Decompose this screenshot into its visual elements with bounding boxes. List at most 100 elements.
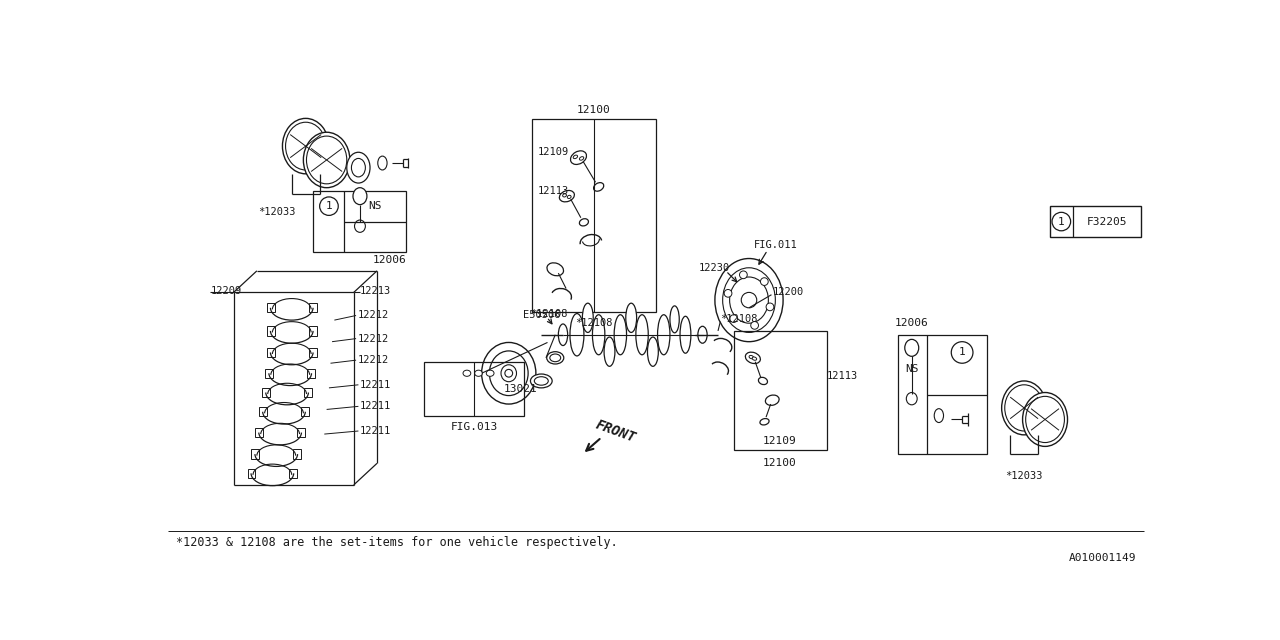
Bar (251, 449, 259, 459)
Ellipse shape (580, 219, 589, 226)
Ellipse shape (626, 303, 636, 332)
Text: FIG.011: FIG.011 (754, 239, 797, 250)
Ellipse shape (500, 365, 517, 381)
Bar (308, 326, 316, 335)
Ellipse shape (571, 151, 586, 164)
Ellipse shape (347, 152, 370, 183)
Ellipse shape (745, 352, 760, 364)
Ellipse shape (716, 259, 783, 342)
Text: 12209: 12209 (210, 286, 242, 296)
Ellipse shape (680, 316, 691, 353)
Bar (897, 335, 987, 454)
Bar (307, 369, 315, 378)
Ellipse shape (530, 374, 552, 388)
Text: 1: 1 (1059, 216, 1065, 227)
Ellipse shape (573, 155, 577, 159)
Ellipse shape (570, 314, 584, 356)
Ellipse shape (749, 355, 754, 359)
Text: 12113: 12113 (827, 371, 858, 381)
Ellipse shape (547, 352, 563, 364)
Ellipse shape (547, 263, 563, 276)
Ellipse shape (669, 306, 680, 333)
Circle shape (951, 342, 973, 364)
Ellipse shape (558, 324, 567, 346)
Bar (255, 428, 264, 437)
Text: *12108: *12108 (530, 309, 568, 319)
Ellipse shape (730, 277, 768, 323)
Ellipse shape (481, 342, 536, 404)
Text: 12212: 12212 (357, 310, 389, 321)
Text: 12200: 12200 (772, 287, 804, 298)
Ellipse shape (352, 159, 365, 177)
Ellipse shape (698, 326, 707, 343)
Text: 12109: 12109 (538, 147, 570, 157)
Text: 12211: 12211 (360, 401, 392, 412)
Bar (314, 191, 407, 252)
Ellipse shape (765, 395, 780, 405)
Text: E50506: E50506 (522, 310, 561, 321)
Ellipse shape (463, 370, 471, 376)
Text: 12109: 12109 (763, 436, 797, 446)
Bar (733, 331, 827, 451)
Ellipse shape (550, 354, 561, 362)
Circle shape (760, 278, 768, 285)
Text: *12033 & 12108 are the set-items for one vehicle respectively.: *12033 & 12108 are the set-items for one… (175, 536, 617, 549)
Ellipse shape (614, 315, 626, 355)
Ellipse shape (534, 377, 548, 385)
Text: NS: NS (369, 201, 383, 211)
Ellipse shape (594, 182, 604, 191)
Ellipse shape (285, 122, 326, 170)
Text: 12213: 12213 (360, 286, 392, 296)
Text: FIG.013: FIG.013 (451, 422, 498, 432)
Text: 13021: 13021 (503, 383, 538, 394)
Bar (268, 326, 275, 335)
Bar (532, 119, 657, 312)
Circle shape (724, 289, 732, 297)
Bar (1050, 206, 1142, 237)
Ellipse shape (636, 315, 648, 355)
Ellipse shape (582, 303, 593, 332)
Bar (268, 303, 275, 312)
Text: 12211: 12211 (360, 426, 392, 436)
Bar (247, 468, 255, 478)
Text: 12100: 12100 (577, 105, 611, 115)
Ellipse shape (580, 157, 584, 160)
Text: 1: 1 (325, 201, 333, 211)
Ellipse shape (934, 409, 943, 422)
Bar (268, 348, 275, 357)
Ellipse shape (355, 220, 365, 232)
Bar (293, 449, 301, 459)
Ellipse shape (563, 194, 567, 197)
Ellipse shape (1025, 396, 1065, 442)
Bar (297, 428, 305, 437)
Circle shape (740, 271, 748, 278)
Circle shape (320, 197, 338, 216)
Text: 12006: 12006 (372, 255, 407, 265)
Text: 12212: 12212 (357, 355, 389, 365)
Bar (259, 407, 268, 417)
Ellipse shape (1005, 385, 1043, 431)
Ellipse shape (759, 378, 768, 385)
Ellipse shape (760, 419, 769, 425)
Circle shape (767, 303, 774, 311)
Bar (265, 369, 273, 378)
Ellipse shape (283, 118, 329, 174)
Ellipse shape (604, 337, 614, 366)
Ellipse shape (489, 351, 529, 396)
Text: A010001149: A010001149 (1069, 553, 1137, 563)
Text: *12033: *12033 (259, 207, 296, 216)
Ellipse shape (1002, 381, 1047, 435)
Text: 1: 1 (959, 348, 965, 358)
Ellipse shape (559, 191, 575, 202)
Ellipse shape (593, 315, 605, 355)
Ellipse shape (723, 268, 776, 332)
Text: *12033: *12033 (1005, 470, 1042, 481)
Ellipse shape (303, 132, 349, 188)
Bar (308, 303, 316, 312)
Ellipse shape (475, 370, 483, 376)
Circle shape (741, 292, 756, 308)
Bar (301, 407, 308, 417)
Circle shape (730, 315, 737, 323)
Ellipse shape (658, 315, 669, 355)
Circle shape (751, 321, 759, 329)
